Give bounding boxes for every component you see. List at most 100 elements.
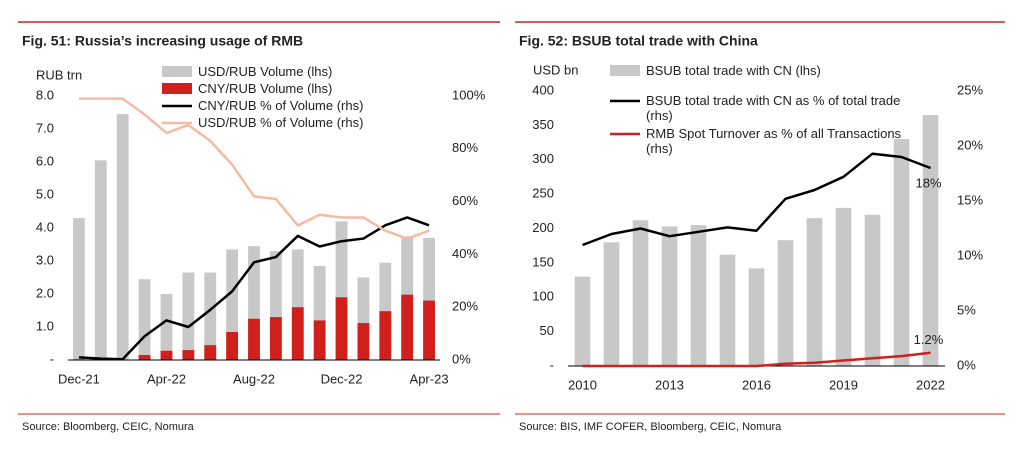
x-tick-label: 2019 bbox=[829, 377, 858, 392]
legend-item: RMB Spot Turnover as % of all Transactio… bbox=[646, 126, 902, 156]
bar bbox=[248, 246, 260, 360]
bar bbox=[226, 331, 239, 360]
bar bbox=[226, 249, 239, 360]
legend-swatch bbox=[610, 65, 640, 76]
y2-tick-label: 20% bbox=[957, 137, 983, 152]
bar bbox=[182, 350, 195, 360]
bar bbox=[922, 115, 939, 366]
legend-item: BSUB total trade with CN (lhs) bbox=[646, 63, 821, 78]
y-axis-label: RUB trn bbox=[36, 67, 82, 82]
y2-tick-label: 20% bbox=[452, 299, 478, 314]
y-tick-label: 100 bbox=[532, 289, 554, 304]
y-tick-label: 4.0 bbox=[36, 219, 54, 234]
y-tick-label: 2.0 bbox=[36, 285, 54, 300]
y2-tick-label: 0% bbox=[452, 351, 471, 366]
y2-tick-label: 25% bbox=[957, 82, 983, 97]
bar bbox=[269, 317, 282, 360]
y-tick-label: 250 bbox=[532, 186, 554, 201]
bar bbox=[248, 318, 260, 360]
bar bbox=[116, 114, 129, 361]
legend-item: BSUB total trade with CN as % of total t… bbox=[646, 93, 900, 123]
bar bbox=[160, 350, 173, 360]
bar bbox=[138, 355, 151, 360]
x-tick-label: Aug-22 bbox=[233, 371, 275, 386]
y-tick-label: 8.0 bbox=[36, 87, 54, 102]
y2-tick-label: 15% bbox=[957, 192, 983, 207]
bar bbox=[204, 345, 217, 360]
y-tick-label: - bbox=[550, 357, 554, 372]
source: Source: BIS, IMF COFER, Bloomberg, CEIC,… bbox=[519, 421, 782, 433]
y-tick-label: 50 bbox=[540, 323, 554, 338]
line bbox=[78, 216, 430, 361]
y-tick-label: 350 bbox=[532, 117, 554, 132]
y-tick-label: 3.0 bbox=[36, 252, 54, 267]
y2-tick-label: 40% bbox=[452, 246, 478, 261]
legend-item: CNY/RUB Volume (lhs) bbox=[198, 81, 332, 96]
legend-swatch bbox=[162, 66, 192, 77]
bar bbox=[291, 307, 304, 360]
bar bbox=[379, 311, 392, 360]
bar bbox=[603, 242, 620, 366]
legend-swatch bbox=[162, 83, 192, 94]
x-tick-label: Dec-22 bbox=[321, 371, 363, 386]
bar bbox=[313, 320, 326, 360]
bar bbox=[661, 226, 678, 366]
y-tick-label: 400 bbox=[532, 82, 554, 97]
y2-tick-label: 80% bbox=[452, 140, 478, 155]
legend-label: RMB Spot Turnover as % of all Transactio… bbox=[646, 126, 902, 156]
legend-label: BSUB total trade with CN (lhs) bbox=[646, 63, 821, 78]
bar bbox=[357, 323, 370, 360]
legend-label: CNY/RUB % of Volume (rhs) bbox=[198, 98, 364, 113]
source: Source: Bloomberg, CEIC, Nomura bbox=[22, 421, 195, 433]
bar bbox=[423, 300, 435, 360]
bar bbox=[423, 237, 435, 360]
bar bbox=[690, 225, 707, 366]
chart-title: Fig. 52: BSUB total trade with China bbox=[519, 33, 758, 49]
chart-title: Fig. 51: Russia’s increasing usage of RM… bbox=[22, 33, 303, 49]
legend-item: USD/RUB Volume (lhs) bbox=[198, 64, 333, 79]
y2-tick-label: 100% bbox=[452, 87, 486, 102]
y2-tick-label: 0% bbox=[957, 357, 976, 372]
legend-item: CNY/RUB % of Volume (rhs) bbox=[198, 98, 364, 113]
legend-label: USD/RUB Volume (lhs) bbox=[198, 64, 333, 79]
bar bbox=[335, 297, 348, 360]
y2-tick-label: 60% bbox=[452, 193, 478, 208]
x-tick-label: 2016 bbox=[742, 377, 771, 392]
y2-tick-label: 5% bbox=[957, 302, 976, 317]
bar bbox=[893, 139, 910, 366]
bar bbox=[401, 294, 414, 360]
legend-item: USD/RUB % of Volume (rhs) bbox=[198, 115, 363, 130]
y-tick-label: 150 bbox=[532, 254, 554, 269]
data-label: 18% bbox=[915, 175, 941, 190]
bar bbox=[777, 240, 794, 366]
y-tick-label: 5.0 bbox=[36, 186, 54, 201]
bar bbox=[291, 249, 304, 360]
bar bbox=[182, 272, 195, 360]
bar bbox=[204, 272, 217, 360]
x-tick-label: 2022 bbox=[916, 377, 945, 392]
y-tick-label: 300 bbox=[532, 151, 554, 166]
bar bbox=[835, 207, 852, 366]
bar bbox=[632, 220, 649, 366]
bar bbox=[94, 160, 107, 360]
bar bbox=[574, 276, 591, 366]
bar bbox=[335, 221, 348, 360]
line bbox=[582, 152, 931, 247]
x-tick-label: Dec-21 bbox=[58, 371, 100, 386]
y-tick-label: 200 bbox=[532, 220, 554, 235]
line bbox=[78, 97, 430, 240]
y-tick-label: - bbox=[50, 351, 54, 366]
y-tick-label: 1.0 bbox=[36, 318, 54, 333]
x-tick-label: Apr-22 bbox=[147, 371, 186, 386]
bar bbox=[806, 218, 823, 366]
y2-tick-label: 10% bbox=[957, 247, 983, 262]
x-tick-label: 2013 bbox=[655, 377, 684, 392]
bar bbox=[748, 268, 765, 366]
bar bbox=[357, 277, 370, 360]
y-tick-label: 6.0 bbox=[36, 153, 54, 168]
bar bbox=[864, 214, 881, 366]
bar bbox=[719, 254, 736, 366]
bar bbox=[313, 265, 326, 360]
bar bbox=[269, 251, 282, 360]
x-tick-label: Apr-23 bbox=[410, 371, 449, 386]
